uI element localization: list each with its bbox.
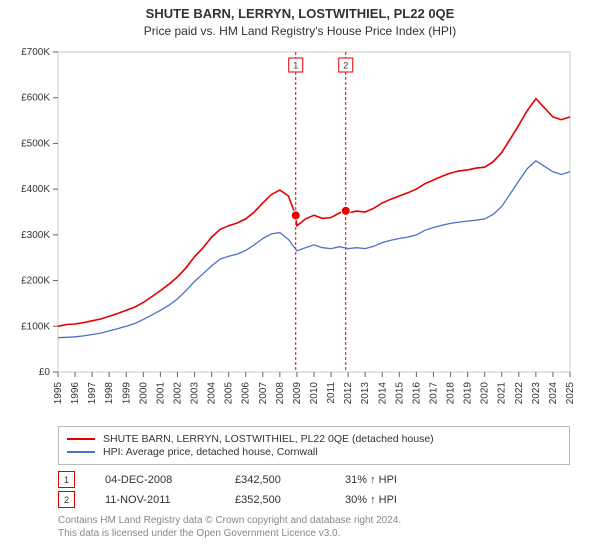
x-tick-label: 2016 — [411, 382, 422, 405]
sale-row: 1 04-DEC-2008 £342,500 31% ↑ HPI — [58, 471, 570, 488]
x-tick-label: 2011 — [326, 382, 337, 404]
x-tick-label: 2022 — [514, 382, 525, 405]
x-tick-label: 2010 — [309, 382, 320, 405]
x-tick-label: 2017 — [428, 382, 439, 405]
chart-container: SHUTE BARN, LERRYN, LOSTWITHIEL, PL22 0Q… — [0, 0, 600, 540]
sale-marker-dot — [291, 211, 300, 220]
line-chart-svg: £0 £100K £200K £300K £400K £500K £600K £700K 199… — [0, 42, 600, 422]
x-tick-label: 2013 — [360, 382, 371, 405]
x-tick-label: 1996 — [70, 382, 81, 405]
x-tick-label: 2004 — [207, 382, 218, 405]
footnote: Contains HM Land Registry data © Crown c… — [58, 514, 570, 540]
legend-swatch — [67, 451, 95, 453]
sale-price: £342,500 — [235, 474, 315, 486]
y-tick-label: £700K — [21, 47, 50, 58]
x-tick-label: 2020 — [480, 382, 491, 405]
x-tick-label: 1998 — [104, 382, 115, 405]
x-tick-label: 2001 — [155, 382, 166, 405]
sale-date: 11-NOV-2011 — [105, 494, 205, 506]
y-tick-label: £400K — [21, 184, 50, 195]
y-tick-label: £300K — [21, 230, 50, 241]
x-tick-label: 2007 — [258, 382, 269, 405]
sale-delta: 30% ↑ HPI — [345, 494, 397, 506]
legend-label: HPI: Average price, detached house, Corn… — [103, 446, 318, 458]
sale-badge: 2 — [58, 491, 75, 508]
page-title: SHUTE BARN, LERRYN, LOSTWITHIEL, PL22 0Q… — [0, 6, 600, 21]
sale-badge: 1 — [58, 471, 75, 488]
sale-markers-table: 1 04-DEC-2008 £342,500 31% ↑ HPI 2 11-NOV-201… — [58, 471, 570, 508]
x-tick-label: 2006 — [241, 382, 252, 405]
title-block: SHUTE BARN, LERRYN, LOSTWITHIEL, PL22 0Q… — [0, 0, 600, 38]
legend-label: SHUTE BARN, LERRYN, LOSTWITHIEL, PL22 0Q… — [103, 433, 434, 445]
x-tick-label: 2021 — [497, 382, 508, 405]
x-tick-label: 2012 — [343, 382, 354, 405]
sale-date: 04-DEC-2008 — [105, 474, 205, 486]
x-tick-label: 2005 — [224, 382, 235, 405]
y-tick-label: £100K — [21, 321, 50, 332]
x-tick-label: 2009 — [292, 382, 303, 405]
legend-item: SHUTE BARN, LERRYN, LOSTWITHIEL, PL22 0Q… — [67, 433, 561, 445]
sale-delta: 31% ↑ HPI — [345, 474, 397, 486]
x-tick-label: 2019 — [463, 382, 474, 405]
footnote-line: This data is licensed under the Open Gov… — [58, 527, 570, 540]
x-tick-label: 2000 — [138, 382, 149, 405]
footnote-line: Contains HM Land Registry data © Crown c… — [58, 514, 570, 527]
page-subtitle: Price paid vs. HM Land Registry's House … — [0, 24, 600, 38]
legend: SHUTE BARN, LERRYN, LOSTWITHIEL, PL22 0Q… — [58, 426, 570, 465]
sale-marker-dot — [341, 206, 350, 215]
y-tick-label: £200K — [21, 276, 50, 287]
legend-swatch — [67, 438, 95, 440]
x-tick-label: 2025 — [565, 382, 576, 405]
x-tick-label: 2024 — [548, 382, 559, 405]
legend-item: HPI: Average price, detached house, Corn… — [67, 446, 561, 458]
x-tick-label: 2003 — [190, 382, 201, 405]
chart-area: £0 £100K £200K £300K £400K £500K £600K £700K 199… — [0, 42, 600, 422]
sale-row: 2 11-NOV-2011 £352,500 30% ↑ HPI — [58, 491, 570, 508]
x-tick-label: 2008 — [275, 382, 286, 405]
x-tick-label: 2014 — [377, 382, 388, 405]
y-tick-label: £0 — [39, 367, 51, 378]
x-tick-label: 1995 — [53, 382, 64, 405]
sale-marker-badge-label: 1 — [293, 61, 298, 71]
x-tick-label: 2023 — [531, 382, 542, 405]
x-tick-label: 2002 — [172, 382, 183, 405]
x-tick-label: 2015 — [394, 382, 405, 405]
x-tick-label: 1999 — [121, 382, 132, 405]
y-tick-label: £600K — [21, 93, 50, 104]
sale-price: £352,500 — [235, 494, 315, 506]
y-tick-label: £500K — [21, 138, 50, 149]
x-tick-label: 2018 — [446, 382, 457, 405]
x-tick-label: 1997 — [87, 382, 98, 405]
sale-marker-badge-label: 2 — [343, 61, 348, 71]
